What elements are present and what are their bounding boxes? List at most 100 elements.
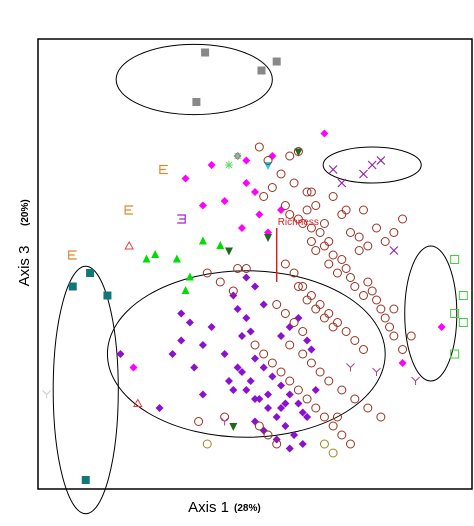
data-point-s3-diamond xyxy=(207,323,216,331)
data-point-s4-triangle xyxy=(181,286,190,294)
group-ellipse-2 xyxy=(322,146,422,184)
data-point-s7-circle-open xyxy=(306,187,316,197)
data-point-s9-x xyxy=(328,165,338,174)
data-point-s7-circle-open xyxy=(289,178,299,188)
group-ellipses xyxy=(52,43,458,515)
data-point-s7-circle-open xyxy=(315,228,325,237)
data-point-s7-circle-open xyxy=(285,340,295,350)
data-point-s2-diamond xyxy=(277,206,286,214)
data-point-s7-circle-open xyxy=(345,439,355,449)
data-point-s7-circle-open xyxy=(376,304,386,314)
data-point-s3-diamond xyxy=(246,377,255,385)
data-point-s7-circle-open xyxy=(328,421,338,431)
data-point-s12-E-rev xyxy=(177,214,186,224)
data-point-s7-circle-open xyxy=(272,439,282,449)
data-point-s3-diamond xyxy=(281,399,290,408)
data-point-s7-circle-open xyxy=(341,205,351,215)
data-points xyxy=(42,48,468,484)
data-point-s2-diamond xyxy=(242,179,251,187)
data-point-s17-Y xyxy=(372,367,381,376)
data-point-s3-diamond xyxy=(177,309,186,318)
data-point-s7-circle-open xyxy=(363,277,373,287)
data-point-s7-circle-open xyxy=(337,385,347,395)
data-point-s7-circle-open xyxy=(398,214,408,224)
data-point-s7-circle-open xyxy=(363,241,373,251)
data-point-s7-circle-open xyxy=(202,268,212,278)
data-point-s7-circle-open xyxy=(319,219,329,228)
data-point-s3-diamond xyxy=(259,363,268,372)
data-point-s7-circle-open xyxy=(289,318,299,327)
richness-vector-label: Richness xyxy=(278,217,319,228)
data-point-s7-circle-open xyxy=(341,327,351,336)
data-point-s3-diamond xyxy=(268,372,277,381)
data-point-s2-diamond xyxy=(242,156,251,165)
data-point-s7-circle-open xyxy=(285,210,295,219)
data-point-s7-circle-open xyxy=(285,376,295,386)
data-point-s3-diamond xyxy=(251,354,259,363)
data-point-s16-Y xyxy=(42,390,52,399)
data-point-s3-diamond xyxy=(237,368,246,376)
data-point-s7-circle-open xyxy=(194,417,204,426)
data-point-s7-circle-open xyxy=(324,237,334,246)
data-point-s3-diamond xyxy=(294,399,303,408)
data-point-s10-asterisk xyxy=(233,152,242,160)
data-point-s1-square xyxy=(272,57,281,66)
data-point-s3-diamond xyxy=(177,336,186,345)
data-point-s7-circle-open xyxy=(276,169,286,179)
data-point-s7-circle-open xyxy=(298,219,308,228)
data-point-s7-circle-open xyxy=(311,403,321,413)
data-point-s15-square-open xyxy=(450,349,460,359)
data-point-s1-square xyxy=(257,66,266,75)
data-point-s4-triangle xyxy=(216,241,225,249)
data-point-s5-triangle-down xyxy=(294,148,303,157)
plot-frame xyxy=(37,38,473,490)
data-point-s5-triangle-down xyxy=(264,234,273,242)
data-point-s7-circle-open xyxy=(359,205,368,215)
data-point-s17-Y xyxy=(411,376,420,385)
data-point-s7-circle-open xyxy=(306,237,316,246)
data-point-s7-circle-open xyxy=(302,205,312,215)
data-point-s7-circle-open xyxy=(354,232,364,242)
data-point-s3-diamond xyxy=(303,336,312,345)
data-point-s8-circle-open xyxy=(328,448,338,458)
data-point-s3-diamond xyxy=(233,363,242,372)
data-point-s7-circle-open xyxy=(315,367,325,377)
data-point-s7-circle-open xyxy=(276,367,286,377)
data-point-s13-triangle-open xyxy=(132,398,143,407)
data-point-s2-diamond xyxy=(255,210,264,219)
data-point-s4-triangle xyxy=(185,272,194,281)
data-point-s3-diamond xyxy=(277,332,286,340)
data-point-s15-square-open xyxy=(458,291,468,300)
data-point-s3-diamond xyxy=(246,327,255,336)
data-point-s7-circle-open xyxy=(398,345,408,354)
data-point-s7-circle-open xyxy=(267,183,277,192)
data-point-s7-circle-open xyxy=(250,340,260,350)
data-point-s17-Y xyxy=(346,363,355,372)
data-point-s3-diamond xyxy=(277,381,286,390)
data-point-s3-diamond xyxy=(290,431,299,439)
data-point-s3-diamond xyxy=(233,305,242,313)
data-point-s7-circle-open xyxy=(324,376,334,386)
data-point-s3-diamond xyxy=(259,300,268,309)
data-point-s3-diamond xyxy=(190,363,199,372)
data-point-s7-circle-open xyxy=(259,349,269,359)
data-point-s3-diamond xyxy=(224,377,233,385)
data-point-s15-square-open xyxy=(458,318,468,327)
data-point-s3-diamond xyxy=(242,386,251,394)
data-point-s2-diamond xyxy=(198,201,207,210)
x-axis-label: Axis 1 xyxy=(188,499,229,516)
group-ellipse-1 xyxy=(115,43,273,116)
data-point-s13-triangle-open xyxy=(124,240,135,250)
data-point-s7-circle-open xyxy=(319,313,329,323)
data-point-s4-triangle xyxy=(198,236,207,245)
data-point-s2-diamond xyxy=(237,224,246,232)
data-point-s7-circle-open xyxy=(328,192,338,201)
data-point-s3-diamond xyxy=(198,390,207,399)
data-point-s7-circle-open xyxy=(263,156,273,165)
data-point-s3-diamond xyxy=(116,350,125,358)
data-point-s7-circle-open xyxy=(306,358,316,368)
data-point-s3-diamond xyxy=(298,408,307,417)
data-point-s7-circle-open xyxy=(298,282,308,291)
data-point-s2-diamond xyxy=(129,363,138,372)
